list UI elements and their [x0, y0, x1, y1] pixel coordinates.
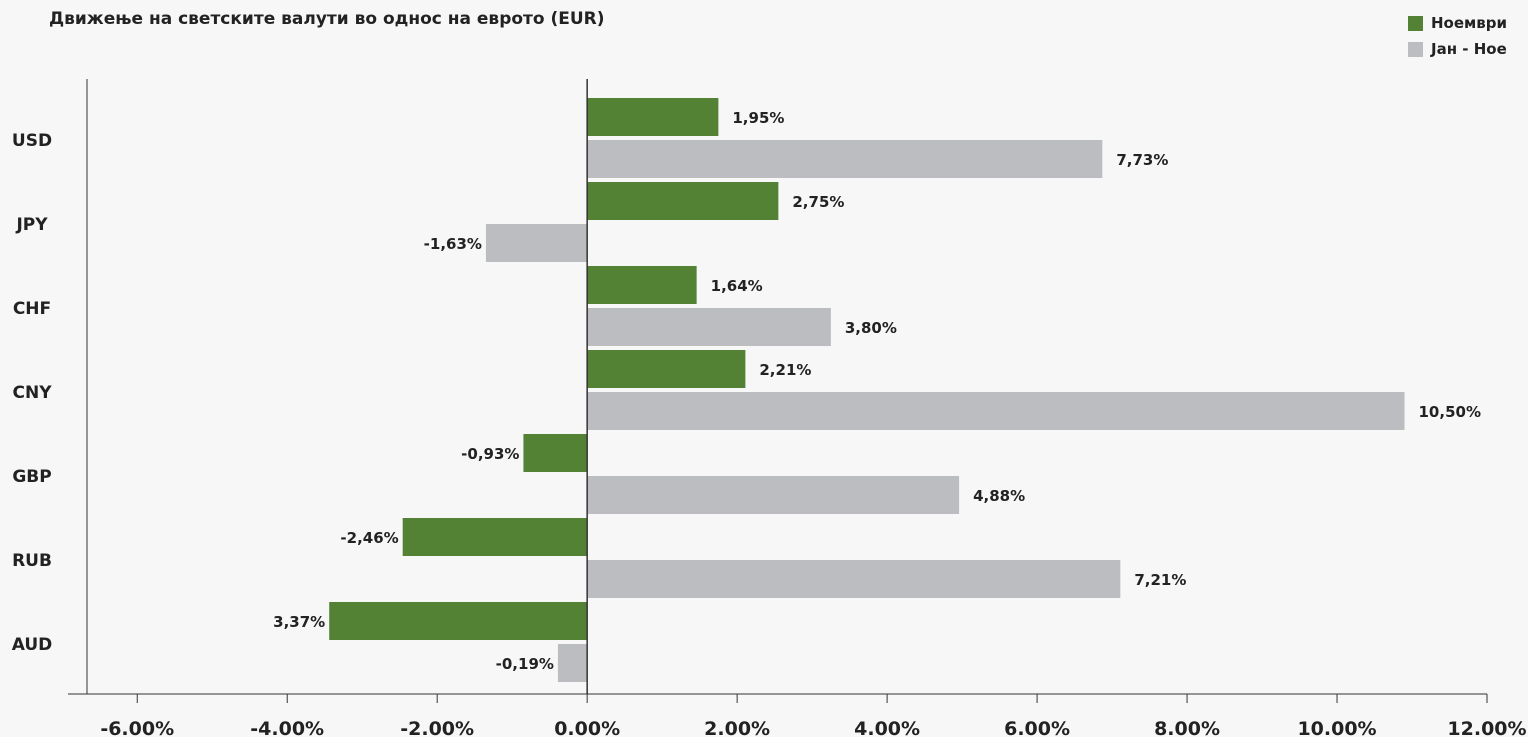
data-label-jan-nov-rub: 7,21%: [1134, 571, 1186, 589]
data-label-jan-nov-aud: -0,19%: [496, 655, 554, 673]
chart-legend: Ноември Јан - Ное: [1408, 10, 1507, 62]
data-label-jan-nov-chf: 3,80%: [845, 319, 897, 337]
data-label-jan-nov-cny: 10,50%: [1419, 403, 1481, 421]
bar-november-gbp: [523, 434, 588, 472]
legend-label-jan-nov: Јан - Ное: [1431, 40, 1507, 58]
x-tick-label-6: 6.00%: [1004, 718, 1070, 737]
category-label-chf: CHF: [13, 299, 51, 319]
bar-jan-nov-chf: [587, 308, 831, 346]
legend-swatch-jan-nov: [1408, 41, 1423, 57]
data-label-november-rub: -2,46%: [340, 529, 398, 547]
x-tick-label-4: 2.00%: [704, 718, 770, 737]
category-label-jpy: JPY: [15, 215, 48, 235]
legend-item-jan-nov: Јан - Ное: [1408, 36, 1507, 62]
chart-title: Движење на светските валути во однос на …: [49, 9, 605, 29]
category-label-rub: RUB: [12, 551, 52, 571]
bar-jan-nov-usd: [587, 140, 1103, 178]
bar-november-aud: [329, 602, 588, 640]
data-label-november-chf: 1,64%: [711, 277, 763, 295]
x-tick-label-7: 8.00%: [1154, 718, 1220, 737]
data-label-november-usd: 1,95%: [732, 109, 784, 127]
bar-november-chf: [587, 266, 697, 304]
x-tick-label-2: -2.00%: [400, 718, 474, 737]
legend-label-november: Ноември: [1431, 14, 1508, 32]
x-tick-label-0: -6.00%: [100, 718, 174, 737]
bar-jan-nov-gbp: [587, 476, 960, 514]
x-tick-label-8: 10.00%: [1297, 718, 1376, 737]
data-label-jan-nov-gbp: 4,88%: [973, 487, 1025, 505]
category-label-aud: AUD: [12, 635, 53, 655]
bar-november-jpy: [587, 182, 779, 220]
x-tick-label-5: 4.00%: [854, 718, 920, 737]
data-label-november-jpy: 2,75%: [792, 193, 844, 211]
data-label-november-cny: 2,21%: [759, 361, 811, 379]
legend-swatch-november: [1408, 15, 1423, 31]
legend-item-november: Ноември: [1408, 10, 1507, 36]
bar-jan-nov-aud: [557, 644, 588, 682]
bar-november-rub: [402, 518, 588, 556]
data-label-november-gbp: -0,93%: [461, 445, 519, 463]
bar-november-cny: [587, 350, 746, 388]
data-label-november-aud: 3,37%: [273, 613, 325, 631]
data-label-jan-nov-jpy: -1,63%: [424, 235, 482, 253]
bar-jan-nov-rub: [587, 560, 1121, 598]
category-label-cny: CNY: [12, 383, 52, 403]
bar-november-usd: [587, 98, 719, 136]
category-label-usd: USD: [12, 131, 52, 151]
data-label-jan-nov-usd: 7,73%: [1116, 151, 1168, 169]
category-label-gbp: GBP: [12, 467, 51, 487]
x-tick-label-3: 0.00%: [554, 718, 620, 737]
bar-jan-nov-jpy: [485, 224, 588, 262]
x-tick-label-1: -4.00%: [250, 718, 324, 737]
x-tick-label-9: 12.00%: [1447, 718, 1526, 737]
bar-jan-nov-cny: [587, 392, 1405, 430]
